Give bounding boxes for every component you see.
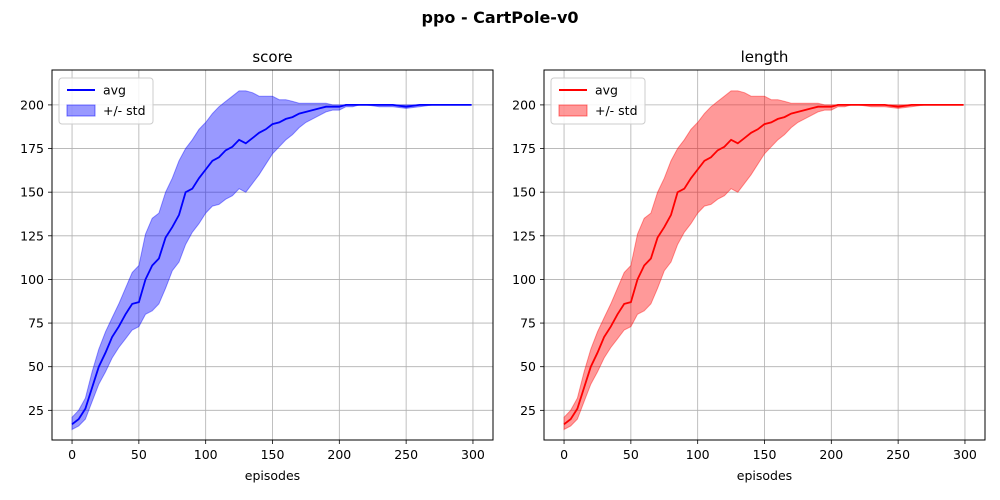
- score-chart: 0 50 100 150 200 250 300 25 50 75 100 125 150 175 200 s…: [20, 48, 494, 483]
- length-xtick-label: 0: [560, 447, 568, 462]
- length-chart-title: length: [741, 48, 789, 66]
- score-chart-title: score: [252, 48, 292, 66]
- score-ytick-label: 25: [28, 403, 44, 418]
- length-legend: avg +/- std: [550, 77, 646, 125]
- score-ytick-label: 200: [20, 97, 44, 112]
- score-legend: avg +/- std: [58, 77, 154, 125]
- score-ytick-label: 50: [28, 359, 44, 374]
- length-ytick-label: 200: [512, 97, 536, 112]
- length-ytick-label: 25: [520, 403, 536, 418]
- length-ytick-label: 100: [512, 272, 536, 287]
- length-xtick-label: 200: [819, 447, 843, 462]
- length-ytick-label: 175: [512, 141, 536, 156]
- score-ytick-label: 100: [20, 272, 44, 287]
- length-ytick-label: 50: [520, 359, 536, 374]
- score-xtick-label: 150: [261, 447, 285, 462]
- length-avg-line: [563, 104, 964, 426]
- length-ytick-label: 125: [512, 228, 536, 243]
- score-xtick-label: 100: [194, 447, 218, 462]
- length-xtick-label: 250: [886, 447, 910, 462]
- score-std-band: [71, 90, 472, 431]
- score-xtick-label: 50: [131, 447, 147, 462]
- score-avg-line: [71, 104, 472, 426]
- length-legend-std-swatch: [558, 104, 588, 117]
- length-xtick-label: 100: [686, 447, 710, 462]
- length-ytick-label: 150: [512, 185, 536, 200]
- length-xlabel: episodes: [737, 468, 792, 483]
- length-chart: 0 50 100 150 200 250 300 25 50 75 100 125 150 175 200 l…: [512, 48, 986, 483]
- length-legend-avg-label: avg: [595, 83, 618, 98]
- length-legend-std-label: +/- std: [595, 103, 638, 118]
- length-xtick-label: 300: [953, 447, 977, 462]
- score-ytick-label: 150: [20, 185, 44, 200]
- length-ytick-label: 75: [520, 316, 536, 331]
- score-xlabel: episodes: [245, 468, 300, 483]
- figure-title: ppo - CartPole-v0: [421, 8, 579, 27]
- score-legend-std-swatch: [66, 104, 96, 117]
- score-ytick-label: 75: [28, 316, 44, 331]
- score-xtick-label: 300: [461, 447, 485, 462]
- score-xtick-label: 250: [394, 447, 418, 462]
- score-ytick-label: 175: [20, 141, 44, 156]
- score-xtick-label: 0: [68, 447, 76, 462]
- length-std-band: [563, 90, 964, 431]
- length-xtick-label: 150: [753, 447, 777, 462]
- score-legend-std-label: +/- std: [103, 103, 146, 118]
- score-xtick-label: 200: [327, 447, 351, 462]
- score-legend-avg-label: avg: [103, 83, 126, 98]
- score-ytick-label: 125: [20, 228, 44, 243]
- length-xtick-label: 50: [623, 447, 639, 462]
